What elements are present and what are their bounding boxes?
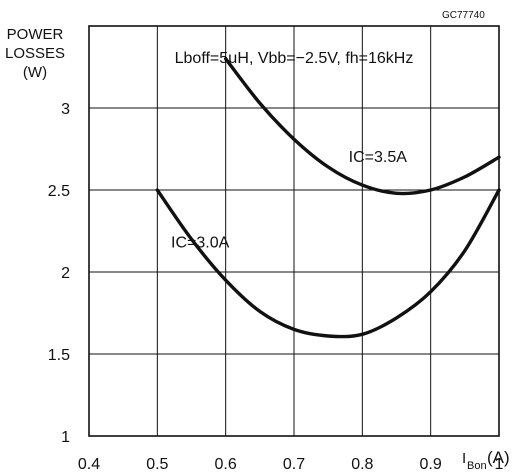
series-curve-0 [224,57,501,196]
y-tick-label-4: 3 [61,101,70,118]
y-tick-labels: 1 1.5 2 2.5 3 [48,101,70,446]
y-axis-label-line-2: LOSSES [5,45,65,62]
y-axis-label-line-1: POWER [7,26,64,43]
x-tick-label-3: 0.7 [283,456,305,473]
x-tick-label-4: 0.8 [351,456,373,473]
y-tick-label-1: 1.5 [48,347,70,364]
y-tick-label-2: 2 [61,265,70,282]
x-tick-label-6: 1 [495,456,504,473]
y-tick-label-0: 1 [61,429,70,446]
reference-code: GC77740 [442,10,485,21]
x-tick-label-1: 0.5 [146,456,168,473]
y-axis-label: POWER LOSSES (W) [5,26,65,81]
x-tick-label-5: 0.9 [420,456,442,473]
x-axis-label-subscript: Bon [467,460,487,472]
conditions-label: Lboff=5μH, Vbb=−2.5V, fh=16kHz [175,50,414,67]
series-label-1: IC=3.0A [171,234,230,251]
series-curve-1 [155,188,501,339]
x-axis-label: I Bon (A) [462,448,510,472]
x-tick-label-2: 0.6 [215,456,237,473]
grid-lines [89,25,499,436]
y-tick-label-3: 2.5 [48,183,70,200]
x-axis-label-symbol: I [462,450,466,467]
curves: IC=3.5A IC=3.0A [155,57,501,339]
series-label-0: IC=3.5A [349,149,408,166]
x-tick-label-0: 0.4 [78,456,100,473]
x-tick-labels: 0.4 0.5 0.6 0.7 0.8 0.9 1 [78,456,504,473]
plot-frame [88,25,500,437]
x-axis-label-unit: (A) [487,448,510,467]
y-axis-label-line-3: (W) [23,64,47,81]
